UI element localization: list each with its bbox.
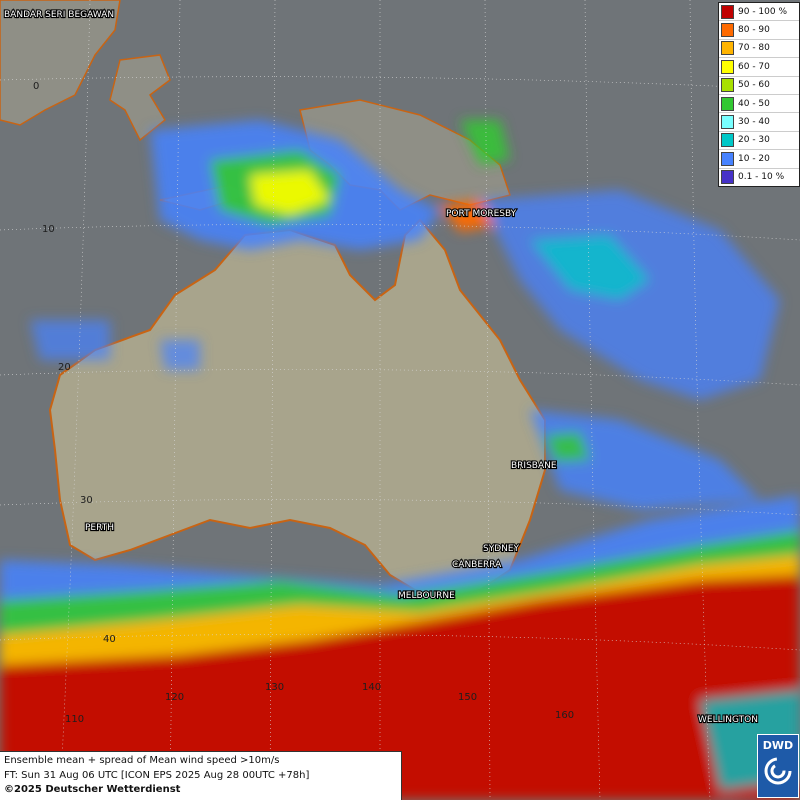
legend-swatch [721,115,734,130]
lat-label-20: 20 [58,362,71,373]
legend-swatch [721,96,734,111]
city-port-moresby: PORT MORESBY [446,209,517,219]
probability-overlay [0,120,800,800]
legend-swatch [721,59,734,74]
legend-row: 60 - 70 [719,58,799,77]
legend-row: 80 - 90 [719,21,799,40]
legend-label: 40 - 50 [738,98,770,109]
lon-label-120: 120 [165,692,184,703]
legend-swatch [721,133,734,148]
swirl-icon [764,757,792,785]
legend-label: 70 - 80 [738,43,770,54]
lat-label-40: 40 [103,634,116,645]
city-brisbane: BRISBANE [511,461,557,471]
legend-row: 10 - 20 [719,150,799,169]
legend-label: 20 - 30 [738,135,770,146]
legend-label: 10 - 20 [738,153,770,164]
legend-row: 30 - 40 [719,113,799,132]
city-sydney: SYDNEY [483,544,520,554]
forecast-time: FT: Sun 31 Aug 06 UTC [ICON EPS 2025 Aug… [4,769,310,781]
city-canberra: CANBERRA [452,560,502,570]
legend-label: 30 - 40 [738,117,770,128]
legend-swatch [721,4,734,19]
copyright: ©2025 Deutscher Wetterdienst [4,784,181,795]
city-bandar-seri-begawan: BANDAR SERI BEGAWAN [4,10,114,20]
city-markers: BANDAR SERI BEGAWAN PORT MORESBY BRISBAN… [3,9,759,726]
lon-label-130: 130 [265,682,284,693]
legend-row: 40 - 50 [719,95,799,114]
legend-swatch [721,41,734,56]
legend-label: 50 - 60 [738,80,770,91]
city-perth: PERTH [85,523,114,533]
product-description: Ensemble mean + spread of Mean wind spee… [4,755,280,766]
legend-swatch [721,78,734,93]
lon-label-140: 140 [362,682,381,693]
legend-row: 50 - 60 [719,77,799,95]
borneo [0,0,121,126]
legend-row: 20 - 30 [719,132,799,151]
legend-row: 90 - 100 % [719,3,799,22]
legend-swatch [721,23,734,38]
lon-label-150: 150 [458,692,477,703]
dwd-logo: DWD [757,734,799,798]
lat-label-0: 0 [33,81,39,92]
lon-label-160: 160 [555,710,574,721]
info-box: Ensemble mean + spread of Mean wind spee… [0,751,402,800]
lat-label-10: 10 [42,224,55,235]
legend-label: 90 - 100 % [738,6,788,17]
city-wellington: WELLINGTON [698,715,758,725]
legend-row: 70 - 80 [719,40,799,59]
dwd-logo-text: DWD [762,739,794,752]
legend-swatch [721,170,734,185]
legend-label: 0.1 - 10 % [738,172,785,183]
legend-row: 0.1 - 10 % [719,169,799,186]
lat-label-30: 30 [80,495,93,506]
lon-label-110: 110 [65,714,84,725]
sulawesi [109,54,171,142]
probability-legend: 90 - 100 % 80 - 90 70 - 80 60 - 70 50 - 60 40… [718,2,800,187]
legend-label: 60 - 70 [738,61,770,72]
city-melbourne: MELBOURNE [398,591,455,601]
legend-swatch [721,151,734,166]
legend-label: 80 - 90 [738,25,770,36]
